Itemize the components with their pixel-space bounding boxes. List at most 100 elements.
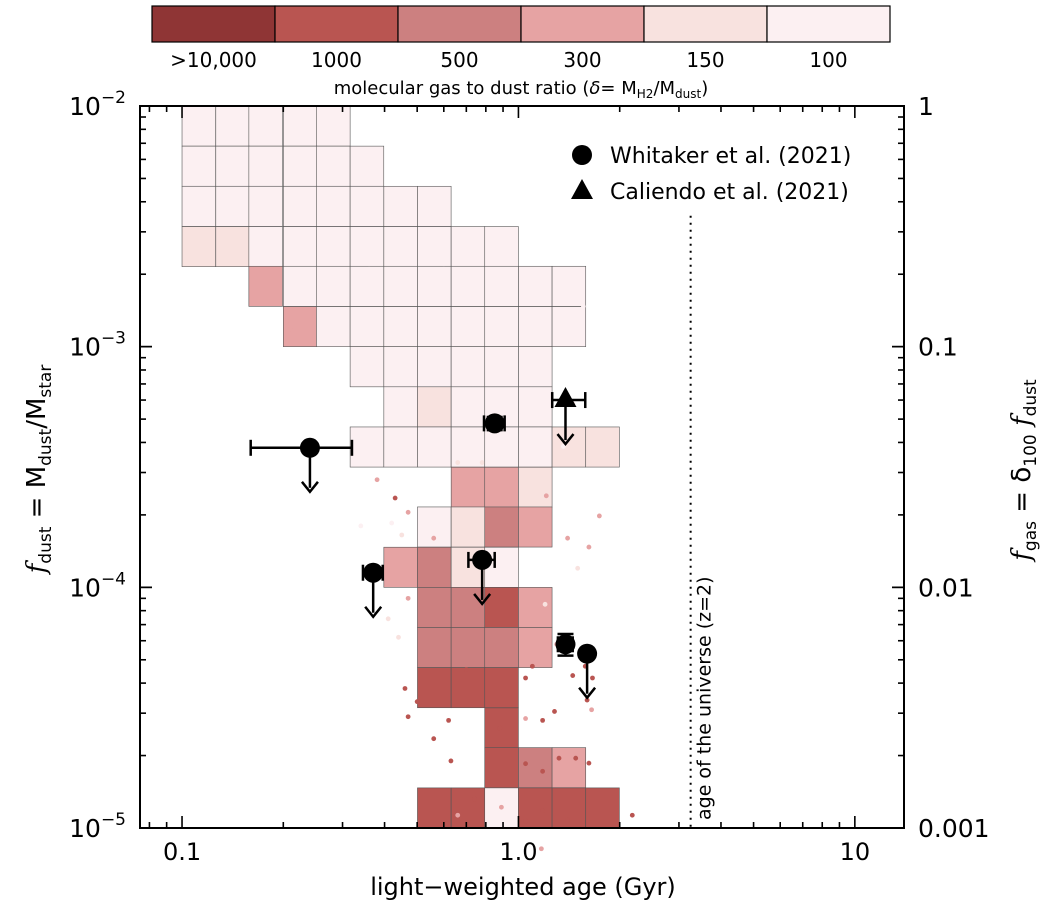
scatter-point [523,675,528,681]
upper-limit-arrowhead [300,481,319,494]
y-tick-label-right: 0.001 [918,814,990,843]
heatmap-cell [484,265,519,307]
scatter-point [565,817,570,823]
heatmap-cell [551,265,587,307]
scatter-point [441,266,447,272]
scatter-point [540,768,546,774]
heatmap-cell [282,226,318,267]
scatter-point [570,673,576,678]
heatmap-cell [349,346,385,388]
heatmap-cell [417,787,452,829]
colorbar: >10,000 1000 500 300 150 100 [151,5,891,72]
colorbar-label: molecular gas to dust ratio (δ= MH2/Mdus… [334,78,709,101]
scatter-point [389,520,395,526]
scatter-point [448,758,454,764]
scatter-point [543,493,549,499]
scatter-point [479,460,485,465]
whitaker-point [577,643,598,664]
colorbar-tick-label: 300 [563,48,601,72]
heatmap-cell [585,787,620,829]
scatter-point [586,760,592,766]
scatter-point [431,535,437,541]
heatmap-cell [316,145,351,187]
heatmap-cell [282,306,318,347]
scatter-point [405,714,411,720]
scatter-point [540,808,546,814]
heatmap-cell [484,226,519,267]
colorbar-tick-label: >10,000 [170,48,257,72]
scatter-point [523,818,528,824]
heatmap-cell [417,226,452,267]
colorbar-tick-label: 500 [440,48,478,72]
heatmap-cell [417,546,452,588]
heatmap-cell [417,627,452,668]
heatmap-cell [349,265,385,307]
heatmap-cell [417,426,452,468]
y-tick-label-left: 10−4 [69,569,126,602]
heatmap-cell [551,306,587,347]
scatter-point [565,535,570,541]
scatter-point [374,477,380,483]
scatter-point [542,601,548,607]
scatter-point [573,755,579,761]
y-tick-label-left: 10−2 [69,88,126,121]
y-axis-label-left: fdust = Mdust/Mstar [22,365,56,576]
heatmap-cell [349,185,385,227]
heatmap-cell [181,145,216,187]
upper-limit-arrowhead [473,593,492,606]
heatmap-cell [585,426,620,468]
scatter-point [558,285,564,291]
scatter-point [414,699,420,705]
axes: 0.1 1.0 10 10−5 10−4 10−3 10−2 0.001 0.01 0.1 1 [69,88,989,866]
heatmap-cell [450,587,486,628]
colorbar-swatch [274,5,399,43]
reference-line: age of the universe (z=2) [689,215,716,828]
heatmap-cell [215,105,250,147]
scatter-point [396,634,401,640]
heatmap-cell [383,306,418,347]
scatter-point [288,326,293,332]
scatter-point [581,303,586,309]
whitaker-point [363,562,384,583]
scatter-point [575,565,581,571]
heatmap-cell [484,747,519,789]
scatter-point [584,697,590,703]
colorbar-tick-label: 100 [809,48,847,72]
heatmap-cell [383,386,418,428]
age-of-universe-label: age of the universe (z=2) [694,576,716,820]
heatmap-cell [349,145,385,187]
heatmap-cell [248,185,283,227]
heatmap-cell [282,185,318,227]
heatmap-cell [450,506,486,548]
heatmap-cell [450,265,486,307]
heatmap-cell [282,265,318,307]
scatter-point [431,736,437,742]
heatmap-cell [450,226,486,267]
y-tick-label-left: 10−5 [69,810,126,843]
heatmap-cell [551,426,587,468]
heatmap-cell [518,306,553,347]
scatter-point [560,444,566,449]
heatmap-cell [450,667,486,709]
legend-circle-marker [572,145,592,165]
caliendo-point [554,387,577,408]
heatmap-cell [417,306,452,347]
heatmap-cell [450,386,486,428]
heatmap-cell [484,346,519,388]
heatmap-cell [316,185,351,227]
heatmap-cell [215,185,250,227]
y-axis-label-right: fgas = δ100 fdust [1007,379,1041,563]
heatmap-cell [518,627,553,668]
heatmap-cell [518,747,553,789]
heatmap-cell [484,466,519,508]
scatter-point [499,804,504,810]
heatmap-cell [450,306,486,347]
plot-frame [139,105,905,829]
heatmap-cell [417,506,452,548]
whitaker-point [484,413,505,434]
heatmap-cell [181,226,216,267]
heatmap-cell [349,306,385,347]
scatter-point [590,675,595,681]
x-tick-label: 1.0 [499,838,537,866]
